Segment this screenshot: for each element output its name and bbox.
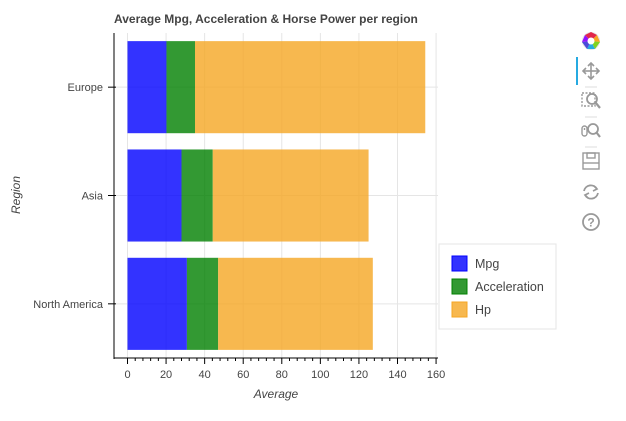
bar-hp-asia — [212, 149, 369, 242]
bars — [127, 41, 426, 350]
x-tick-label-8: 160 — [427, 369, 445, 381]
wheel-zoom-icon[interactable] — [581, 123, 601, 138]
bar-acceleration-north-america — [186, 257, 219, 350]
x-tick-label-4: 80 — [276, 369, 288, 381]
bar-mpg-north-america — [127, 257, 187, 350]
y-tick-label-2: North America — [33, 299, 104, 311]
x-tick-label-7: 140 — [388, 369, 406, 381]
toolbar: ? — [576, 32, 601, 231]
save-icon[interactable] — [582, 152, 600, 170]
bar-acceleration-asia — [181, 149, 213, 242]
x-tick-label-1: 20 — [160, 369, 172, 381]
x-tick-label-6: 120 — [350, 369, 368, 381]
legend-label-acceleration: Acceleration — [475, 280, 544, 294]
y-axis-label: Region — [9, 176, 23, 214]
x-tick-label-3: 60 — [237, 369, 249, 381]
bar-hp-north-america — [218, 257, 373, 350]
x-axis-label: Average — [253, 387, 299, 401]
bokeh-logo-icon[interactable] — [582, 32, 600, 50]
legend-swatch-acceleration — [451, 278, 468, 295]
x-tick-label-2: 40 — [199, 369, 211, 381]
legend-label-hp: Hp — [475, 303, 491, 317]
bar-acceleration-europe — [166, 41, 195, 134]
legend-swatch-hp — [451, 301, 468, 318]
pan-icon[interactable] — [581, 61, 601, 81]
y-tick-label-0: Europe — [68, 82, 103, 94]
bar-mpg-europe — [127, 41, 167, 134]
bar-hp-europe — [195, 41, 426, 134]
y-tick-label-1: Asia — [82, 191, 104, 203]
bar-mpg-asia — [127, 149, 182, 242]
chart-title: Average Mpg, Acceleration & Horse Power … — [114, 12, 418, 26]
box-zoom-icon[interactable] — [581, 92, 601, 109]
legend: Mpg Acceleration Hp — [438, 243, 557, 330]
x-tick-label-0: 0 — [124, 369, 130, 381]
axes: 0 20 40 60 80 100 120 140 160 Europe Asia North Ame… — [33, 33, 445, 381]
help-icon[interactable]: ? — [582, 213, 600, 231]
x-tick-label-5: 100 — [311, 369, 329, 381]
legend-swatch-mpg — [451, 255, 468, 272]
svg-text:?: ? — [587, 216, 594, 230]
legend-label-mpg: Mpg — [475, 257, 499, 271]
reset-icon[interactable] — [583, 184, 599, 200]
